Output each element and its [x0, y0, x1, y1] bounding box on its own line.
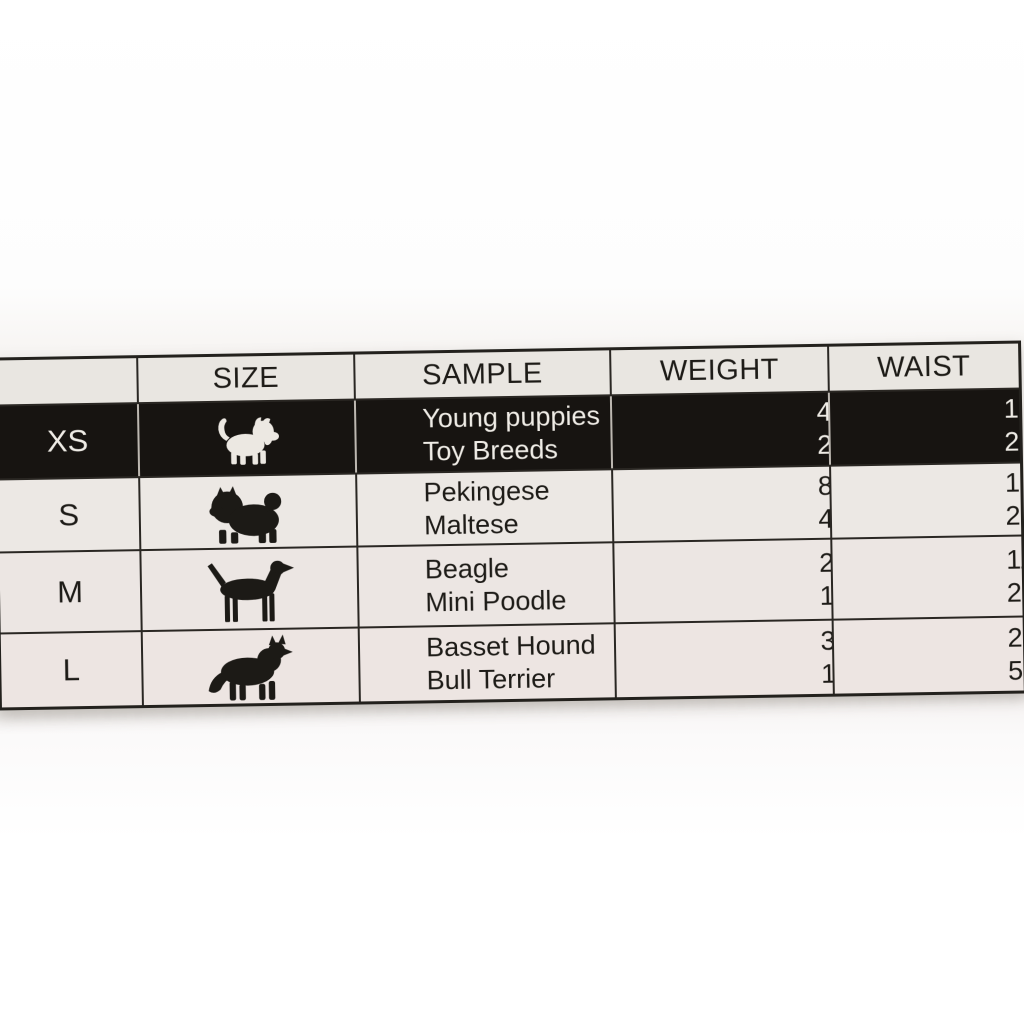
- weight-lb: 4-11 lb.: [816, 395, 829, 427]
- weight-lb: 22-66 lb.: [818, 546, 832, 578]
- sample-line-2: Maltese: [423, 508, 519, 540]
- header-sample: SAMPLE: [352, 350, 611, 399]
- weight-cell: 22-66 lb. 10-30 kg: [612, 539, 832, 623]
- sample-line-1: Young puppies: [422, 400, 601, 434]
- pekingese-silhouette-icon: [209, 485, 282, 544]
- size-cell: XS: [46, 422, 89, 459]
- beagle-silhouette-icon: [207, 560, 295, 622]
- sample-cell: Basset Hound Bull Terrier: [357, 624, 616, 702]
- weight-kg: 10-30 kg: [819, 579, 832, 611]
- waist-in: 10-15 in.: [1003, 392, 1020, 424]
- waist-cell: 10-15 in. 25-40 cm: [827, 389, 1020, 465]
- sample-line-1: Basset Hound: [425, 629, 596, 662]
- weight-kg: 16-25 kg: [820, 657, 833, 689]
- waist-in: 20-27 in.: [1007, 621, 1024, 653]
- size-cell: S: [58, 496, 80, 532]
- waist-cm: 28-48 cm: [1006, 575, 1023, 608]
- header-size: SIZE: [136, 354, 354, 403]
- weight-lb: 8-22 lb.: [817, 469, 831, 501]
- header-waist: WAIST: [826, 343, 1019, 391]
- header-blank-cell: [0, 358, 137, 404]
- size-cell: L: [62, 651, 81, 687]
- dog-icon-cell: [138, 474, 356, 550]
- weight-lb: 35-55 lb.: [820, 624, 833, 656]
- waist-in: 11-19 in.: [1005, 543, 1023, 575]
- waist-cm: 50-68 cm: [1007, 653, 1024, 686]
- header-weight: WEIGHT: [609, 346, 828, 395]
- sample-cell: Young puppies Toy Breeds: [353, 396, 612, 473]
- shih-tzu-puppy-silhouette-icon: [218, 417, 280, 465]
- dog-icon-cell: [140, 628, 359, 706]
- sample-line-2: Toy Breeds: [422, 434, 559, 467]
- dog-icon-cell: [136, 400, 355, 477]
- sample-cell: Beagle Mini Poodle: [356, 543, 614, 627]
- table-row-xs: XS Young puppies Toy Breeds: [0, 387, 1021, 479]
- waist-cm: 25-40 cm: [1004, 425, 1020, 457]
- waist-cell: 10-16 in. 26-42 cm: [828, 463, 1022, 538]
- dog-icon-cell: [139, 547, 358, 631]
- sample-line-1: Pekingese: [423, 474, 550, 507]
- weight-cell: 35-55 lb. 16-25 kg: [613, 620, 833, 698]
- sample-line-2: Mini Poodle: [425, 584, 567, 617]
- table-row-l: L Basset Hound Bull: [0, 615, 1024, 708]
- waist-cell: 20-27 in. 50-68 cm: [831, 617, 1024, 694]
- table-row-m: M Beagle Mini Poodle: [0, 534, 1023, 633]
- table-row-s: S Pekingese Maltese: [0, 461, 1022, 552]
- dog-size-chart-table: SIZE SAMPLE WEIGHT WAIST XS: [0, 340, 1024, 711]
- collie-silhouette-icon: [209, 634, 294, 701]
- weight-kg: 4-10 kg: [818, 502, 831, 534]
- waist-cell: 11-19 in. 28-48 cm: [830, 536, 1023, 619]
- size-cell: M: [56, 573, 84, 610]
- sample-line-1: Beagle: [424, 552, 510, 584]
- weight-kg: 2-5 kg: [817, 429, 829, 460]
- weight-cell: 8-22 lb. 4-10 kg: [611, 466, 831, 542]
- weight-cell: 4-11 lb. 2-5 kg: [610, 392, 829, 469]
- waist-cm: 26-42 cm: [1005, 498, 1022, 531]
- sample-line-2: Bull Terrier: [426, 662, 556, 695]
- sample-cell: Pekingese Maltese: [354, 470, 613, 546]
- waist-in: 10-16 in.: [1004, 466, 1022, 498]
